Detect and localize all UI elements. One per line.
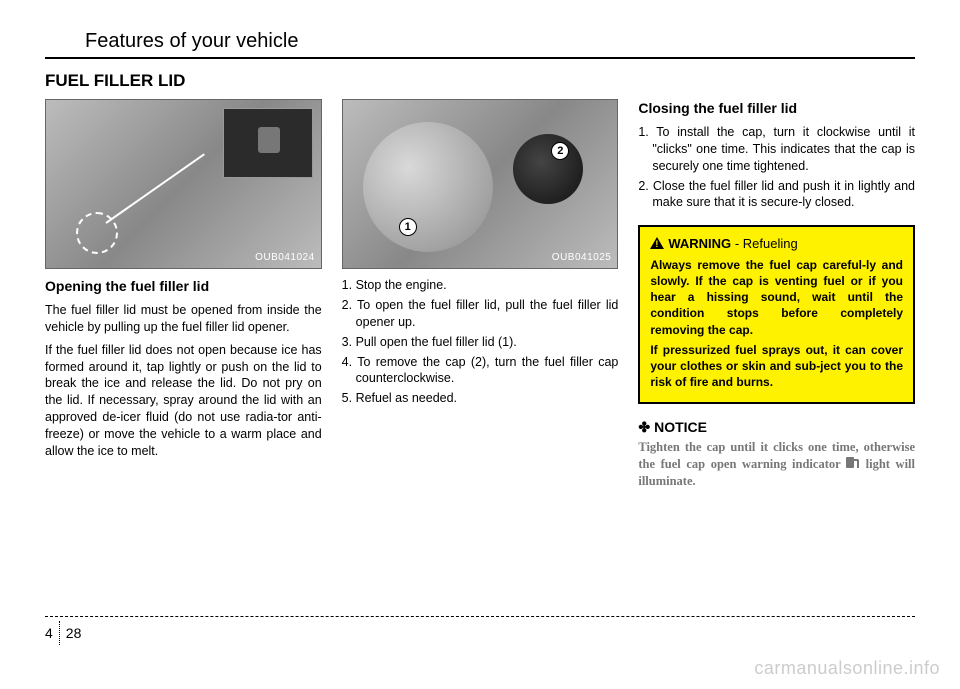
figure-leader-line (105, 153, 204, 223)
figure-opener: OUB041024 (45, 99, 322, 269)
figure-lid-disc (363, 122, 493, 252)
warning-sublabel: - Refueling (735, 236, 798, 251)
section-number: 4 (45, 621, 60, 645)
chapter-rule (45, 57, 915, 59)
notice-body: Tighten the cap until it clicks one time… (638, 439, 915, 490)
warning-box: WARNING - Refueling Always remove the fu… (638, 225, 915, 404)
figure-code: OUB041024 (255, 251, 315, 265)
closing-heading: Closing the fuel filler lid (638, 99, 915, 118)
column-1: OUB041024 Opening the fuel filler lid Th… (45, 99, 322, 490)
opening-heading: Opening the fuel filler lid (45, 277, 322, 296)
page-number-block: 4 28 (45, 621, 915, 645)
close-steps-list: 1. To install the cap, turn it clockwise… (638, 124, 915, 211)
open-step: 3. Pull open the fuel filler lid (1). (342, 334, 619, 351)
figure-highlight-circle (76, 212, 118, 254)
warning-title: WARNING - Refueling (650, 235, 903, 253)
page-footer: 4 28 (45, 616, 915, 645)
footer-rule (45, 616, 915, 617)
warning-p1: Always remove the fuel cap careful-ly an… (650, 257, 903, 338)
warning-body: Always remove the fuel cap careful-ly an… (650, 257, 903, 391)
notice-star-icon: ✤ (638, 419, 650, 435)
watermark: carmanualsonline.info (754, 658, 940, 679)
warning-triangle-icon (650, 237, 664, 249)
open-step: 4. To remove the cap (2), turn the fuel … (342, 354, 619, 388)
open-step: 5. Refuel as needed. (342, 390, 619, 407)
chapter-title: Features of your vehicle (85, 30, 915, 53)
opening-p1: The fuel filler lid must be opened from … (45, 302, 322, 336)
fuel-pump-icon (846, 457, 860, 469)
figure-cap-disc (513, 134, 583, 204)
notice-title: ✤NOTICE (638, 418, 915, 437)
notice-label: NOTICE (654, 419, 707, 435)
content-columns: OUB041024 Opening the fuel filler lid Th… (45, 99, 915, 490)
opening-p2: If the fuel filler lid does not open bec… (45, 342, 322, 460)
open-step: 2. To open the fuel filler lid, pull the… (342, 297, 619, 331)
close-step: 2. Close the fuel filler lid and push it… (638, 178, 915, 212)
open-step: 1. Stop the engine. (342, 277, 619, 294)
column-3: Closing the fuel filler lid 1. To instal… (638, 99, 915, 490)
column-2: 1 2 OUB041025 1. Stop the engine. 2. To … (342, 99, 619, 490)
figure-code: OUB041025 (552, 251, 612, 265)
open-steps-list: 1. Stop the engine. 2. To open the fuel … (342, 277, 619, 407)
warning-p2: If pressurized fuel sprays out, it can c… (650, 342, 903, 391)
page-number: 28 (62, 625, 82, 641)
figure-filler-lid: 1 2 OUB041025 (342, 99, 619, 269)
figure-inset (223, 108, 313, 178)
section-title: FUEL FILLER LID (45, 71, 915, 91)
close-step: 1. To install the cap, turn it clockwise… (638, 124, 915, 175)
callout-1: 1 (399, 218, 417, 236)
warning-label: WARNING (668, 236, 731, 251)
